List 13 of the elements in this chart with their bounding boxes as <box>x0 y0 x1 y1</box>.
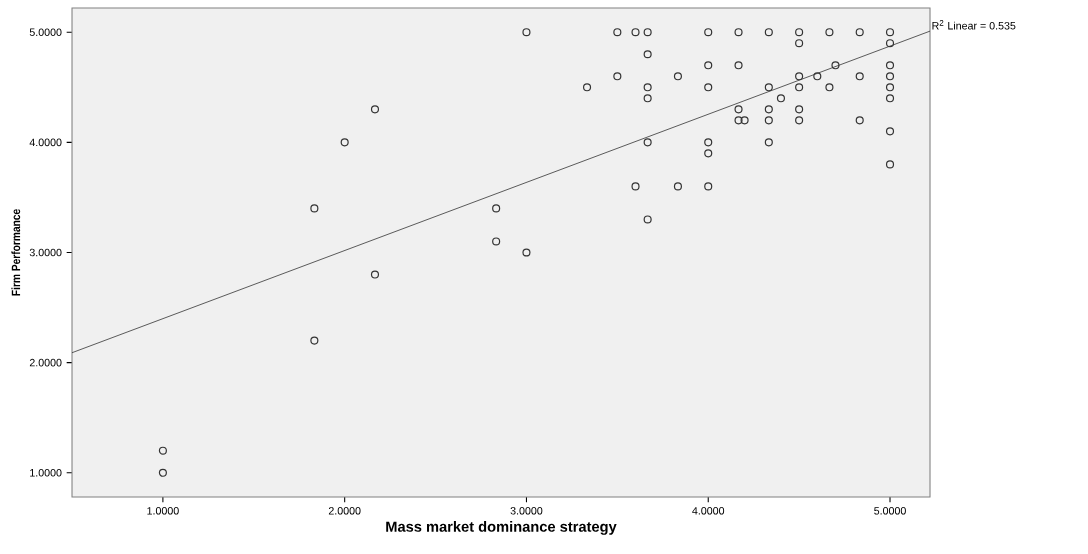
x-tick-label: 2.0000 <box>328 507 361 515</box>
y-tick-label: 4.0000 <box>29 138 62 147</box>
y-tick-label: 5.0000 <box>29 28 62 36</box>
y-tick-label: 3.0000 <box>29 248 62 257</box>
x-tick-label: 1.0000 <box>147 507 179 515</box>
x-tick-label: 3.0000 <box>510 507 543 515</box>
x-tick-label: 5.0000 <box>874 507 906 515</box>
annotation: R$^{2}$ Linear = 0.535 <box>932 20 1016 30</box>
x-tick-label: 4.0000 <box>692 507 725 515</box>
x-axis-title: Mass market dominance strategy <box>386 521 617 535</box>
y-tick-label: 1.0000 <box>30 469 62 477</box>
y-tick-label: 2.0000 <box>29 358 62 367</box>
y-axis-title: Firm Performance <box>11 209 21 296</box>
